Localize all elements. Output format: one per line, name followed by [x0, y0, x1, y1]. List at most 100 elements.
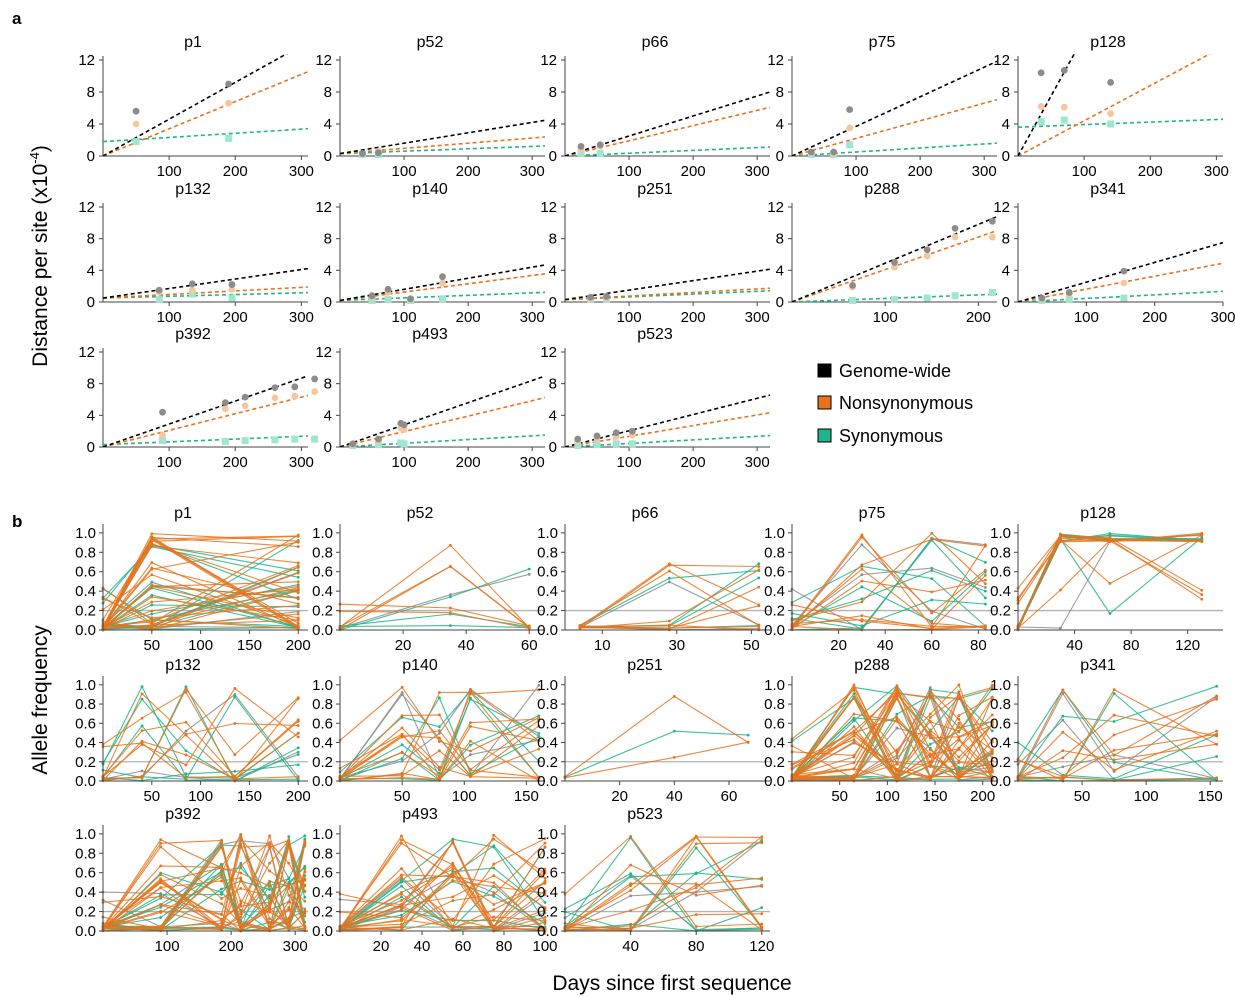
trajectory-nonsynonymous — [564, 836, 763, 929]
trajectory-nonsynonymous-point — [629, 889, 632, 892]
trajectory-nonsynonymous-point — [694, 893, 698, 897]
data-point-syn — [923, 294, 931, 302]
distance-plot-p66: p66 0 4 8 12 100 200 300 — [540, 34, 770, 180]
data-point-syn — [311, 435, 319, 443]
y-tick-label: 0.4 — [764, 583, 785, 600]
trajectory-nonsynonymous-point — [159, 911, 163, 914]
plot-title: p66 — [632, 505, 659, 522]
plot-title: p52 — [407, 505, 434, 522]
y-tick-label: 0.4 — [537, 583, 558, 600]
trajectory-other-point — [860, 543, 864, 547]
trajectory-nonsynonymous-point — [1059, 533, 1062, 536]
y-tick-label: 0.6 — [312, 865, 333, 882]
x-tick-label: 300 — [520, 163, 545, 180]
x-tick-label: 60 — [923, 637, 940, 654]
trajectory-nonsynonymous-point — [437, 768, 441, 772]
y-tick-label: 1.0 — [75, 826, 96, 843]
trajectory-nonsynonymous-point — [543, 869, 547, 873]
trajectory-synonymous-point — [296, 763, 300, 767]
trajectory-nonsynonymous-point — [746, 740, 750, 744]
fit-line-nonsyn — [103, 286, 308, 299]
trajectory-nonsynonymous-point — [233, 722, 237, 725]
trajectory-nonsynonymous-point — [400, 685, 404, 689]
y-tick-label: 0.0 — [312, 622, 333, 639]
trajectory-nonsynonymous-point — [303, 877, 307, 881]
trajectory-nonsynonymous-point — [957, 755, 961, 759]
distance-plot-p75: p75 0 4 8 12 100 200 300 — [767, 34, 997, 180]
data-point-syn — [846, 141, 854, 149]
trajectory-synonymous-point — [928, 742, 932, 746]
trajectory-other-point — [469, 753, 472, 757]
trajectory-nonsynonymous-point — [400, 898, 403, 902]
trajectory-other — [102, 751, 299, 782]
trajectory-nonsynonymous-point — [268, 910, 271, 914]
trajectory-nonsynonymous-point — [667, 626, 671, 630]
x-tick-label: 100 — [392, 454, 417, 471]
trajectory-nonsynonymous-point — [268, 841, 271, 844]
plot-title: p1 — [174, 505, 192, 522]
trajectory-nonsynonymous-point — [303, 839, 307, 843]
y-tick-label: 0.4 — [312, 884, 333, 901]
y-tick-label: 8 — [87, 376, 95, 393]
panel-b-grid: p1 0.0 0.2 0.4 0.6 0.8 1.0 50 100 150 200 p52 0.0 0.2… — [75, 505, 1223, 955]
x-tick-label: 150 — [237, 637, 262, 654]
legend-swatch-syn — [817, 428, 832, 443]
trajectory-nonsynonymous-point — [437, 749, 441, 753]
y-tick-label: 0 — [1002, 294, 1010, 311]
data-point-nonsyn — [221, 405, 229, 413]
trajectory-nonsynonymous-point — [492, 918, 496, 922]
trajectory-nonsynonymous-point — [1108, 539, 1112, 542]
trajectory-nonsynonymous-point — [1215, 732, 1218, 736]
trajectory-synonymous-point — [437, 725, 441, 729]
x-tick-label: 40 — [458, 637, 475, 654]
x-tick-label: 300 — [745, 309, 770, 326]
trajectory-other-point — [543, 911, 547, 915]
trajectory-nonsynonymous-point — [437, 765, 441, 769]
trajectory-nonsynonymous-point — [895, 715, 899, 719]
y-tick-label: 0.0 — [75, 923, 96, 940]
data-point-syn — [596, 150, 604, 158]
trajectory-nonsynonymous-point — [537, 717, 541, 721]
trajectory-nonsynonymous-point — [140, 774, 144, 778]
trajectory-synonymous-point — [220, 887, 223, 891]
trajectory-nonsynonymous-point — [895, 692, 899, 696]
distance-plot-p493: p493 0 4 8 12 100 200 300 — [315, 326, 545, 471]
x-tick-label: 100 — [392, 309, 417, 326]
trajectory-nonsynonymous-point — [159, 886, 163, 890]
trajectory-nonsynonymous-point — [437, 691, 441, 694]
legend-swatch-genome — [817, 363, 832, 378]
fit-line-syn — [340, 434, 545, 447]
trajectory-nonsynonymous-point — [233, 774, 237, 778]
trajectory-nonsynonymous-point — [296, 571, 300, 575]
x-tick-label: 40 — [1066, 637, 1083, 654]
trajectory-nonsynonymous-point — [451, 875, 455, 879]
y-tick-label: 12 — [315, 52, 332, 69]
trajectory-nonsynonymous-point — [437, 740, 441, 743]
trajectory-synonymous-point — [437, 696, 441, 700]
trajectory-synonymous-point — [303, 895, 307, 899]
x-tick-label: 100 — [392, 163, 417, 180]
trajectory-synonymous-point — [1061, 714, 1065, 718]
trajectory-synonymous-point — [537, 759, 541, 763]
trajectory-nonsynonymous-point — [268, 917, 271, 920]
distance-plot-p288: p288 0 4 8 12 100 200 — [767, 181, 997, 326]
trajectory-synonymous-point — [469, 743, 472, 747]
trajectory-nonsynonymous — [791, 532, 986, 622]
x-tick-label: 100 — [1072, 163, 1097, 180]
trajectory-nonsynonymous-point — [150, 595, 154, 599]
trajectory-nonsynonymous-point — [957, 725, 961, 729]
trajectory-synonymous-point — [757, 562, 761, 566]
trajectory-synonymous-point — [239, 861, 243, 865]
data-point-genome — [155, 286, 163, 294]
plot-title: p132 — [175, 181, 211, 198]
trajectory-nonsynonymous-point — [990, 756, 994, 760]
trajectory-nonsynonymous-point — [287, 900, 291, 904]
trajectory-synonymous-point — [537, 735, 541, 739]
y-tick-label: 8 — [324, 376, 332, 393]
data-point-syn — [577, 150, 585, 158]
plot-title: p523 — [627, 806, 663, 823]
trajectory-nonsynonymous-point — [928, 736, 932, 740]
fit-lines — [103, 267, 308, 299]
trajectory-nonsynonymous-point — [672, 694, 676, 698]
y-tick-label: 0.0 — [537, 622, 558, 639]
